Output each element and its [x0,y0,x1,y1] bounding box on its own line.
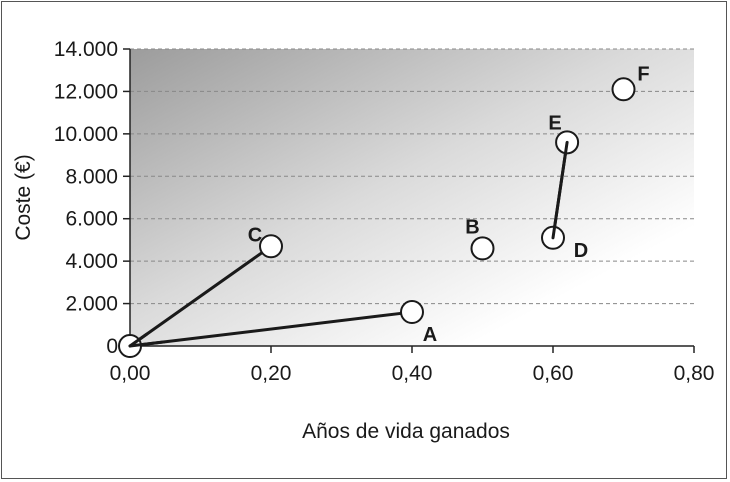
point-label-c: C [248,224,262,246]
y-tick-label: 4.000 [65,250,118,273]
y-tick-label: 8.000 [65,165,118,188]
y-tick-label: 12.000 [54,80,118,103]
data-point-a [400,300,424,325]
data-point-b [470,236,495,261]
data-points [118,77,636,358]
y-tick-label: 0 [106,335,118,358]
y-axis-title: Coste (€) [12,154,35,240]
x-tick-label: 0,60 [533,362,574,385]
point-label-a: A [423,324,437,346]
x-tick-label: 0,80 [674,362,715,385]
connecting-segment [128,244,273,348]
connecting-segment [128,310,414,348]
y-tick-label: 6.000 [65,208,118,231]
point-label-e: E [548,112,561,134]
x-tick-label: 0,00 [110,362,151,385]
x-tick-label: 0,40 [392,362,433,385]
point-label-d: D [574,240,588,262]
point-label-b: B [465,216,479,238]
connecting-segment-overlay [128,332,149,348]
data-point-f [611,77,636,102]
gridlines [130,48,694,305]
data-point-c [259,234,283,259]
x-axis-ticks: 0,00 0,20 0,40 0,60 0,80 [110,346,715,385]
x-tick-label: 0,20 [251,362,292,385]
y-tick-label: 14.000 [54,38,118,61]
connecting-segment-overlay [128,340,166,348]
plot-area [130,49,694,346]
point-labels: A B C D E F [248,63,650,346]
x-axis-title: Años de vida ganados [302,420,510,443]
y-tick-label: 10.000 [54,123,118,146]
y-axis-ticks: 0 2.000 4.000 6.000 8.000 10.000 12.000 14.000 [54,38,130,358]
point-label-f: F [637,63,649,85]
connecting-segment-overlay [551,140,569,240]
y-tick-label: 2.000 [65,293,118,316]
